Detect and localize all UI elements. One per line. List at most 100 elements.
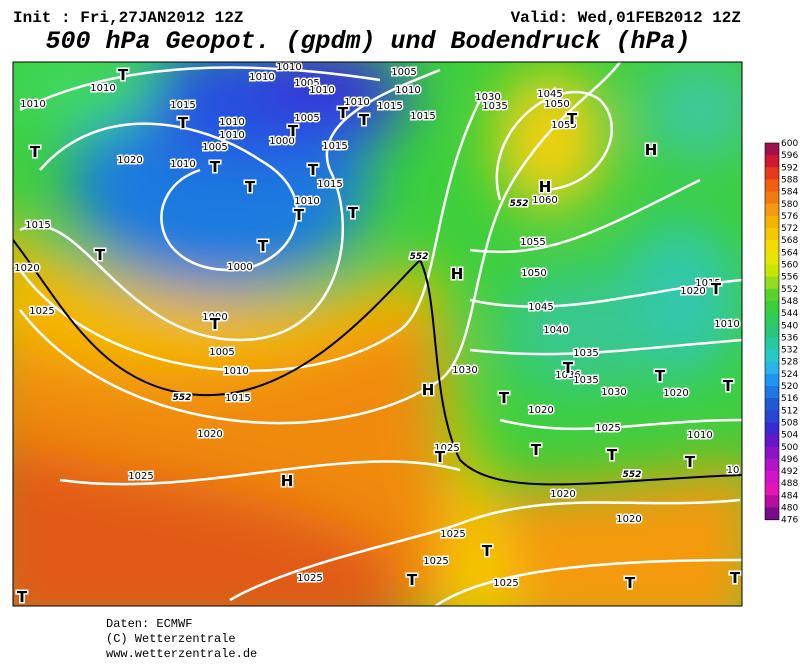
- pressure-center: T: [730, 569, 741, 587]
- colorbar-tick-label: 488: [781, 479, 798, 489]
- pressure-center: T: [178, 114, 189, 132]
- isobar-label: 1010: [219, 130, 244, 141]
- pressure-center: T: [17, 588, 28, 606]
- colorbar-tick-label: 572: [781, 224, 798, 234]
- pressure-center: T: [655, 367, 666, 385]
- colorbar-tick-label: 592: [781, 163, 798, 173]
- isobar-label: 1010: [90, 83, 115, 94]
- isobar-label: 1015: [695, 278, 720, 289]
- isobar-label: 1005: [391, 67, 416, 78]
- footer-copyright: (C) Wetterzentrale: [106, 632, 236, 646]
- colorbar-segment: [765, 288, 779, 302]
- isobar-label: 1005: [294, 78, 319, 89]
- isobar-label: 1015: [25, 220, 50, 231]
- isobar-label: 1025: [440, 529, 465, 540]
- colorbar-segment: [765, 386, 779, 399]
- isobar-label: 1010: [714, 319, 739, 330]
- isobar-label: 1020: [616, 514, 641, 525]
- isobar-label: 1045: [537, 89, 562, 100]
- colorbar-segment: [765, 167, 779, 180]
- isobar-label: 1055: [551, 120, 576, 131]
- isobar-label: 1045: [528, 302, 553, 313]
- isobar-label: 1025: [423, 556, 448, 567]
- colorbar-segment: [765, 361, 779, 375]
- isobar-label: 1010: [249, 72, 274, 83]
- colorbar-tick-label: 508: [781, 418, 798, 428]
- colorbar-tick-label: 504: [781, 431, 798, 441]
- colorbar-segment: [765, 191, 779, 205]
- isobar-label: 1055: [520, 237, 545, 248]
- isobar-label: 1015: [322, 141, 347, 152]
- pressure-center: H: [422, 381, 435, 399]
- colorbar-segment: [765, 179, 779, 193]
- isobar-label: 1020: [14, 263, 39, 274]
- colorbar-tick-label: 540: [781, 321, 798, 331]
- isobar-label: 1025: [493, 578, 518, 589]
- colorbar-tick-label: 556: [781, 273, 798, 283]
- isobar-label: 1020: [528, 405, 553, 416]
- colorbar-segment: [765, 434, 779, 448]
- colorbar-tick-label: 524: [781, 370, 798, 380]
- colorbar-segment: [765, 240, 779, 253]
- colorbar-tick-label: 576: [781, 212, 798, 222]
- isobar-label: 1010: [687, 430, 712, 441]
- colorbar-tick-label: 496: [781, 455, 798, 465]
- isobars: [18, 62, 742, 606]
- isobar-label: 1015: [225, 393, 250, 404]
- isobar-label: 1005: [209, 347, 234, 358]
- pressure-center: T: [435, 448, 446, 466]
- colorbar-segment: [765, 507, 779, 521]
- colorbar-segment: [765, 495, 779, 508]
- isobar-label: 1010: [309, 85, 334, 96]
- colorbar-segment: [765, 337, 779, 351]
- colorbar-tick-label: 528: [781, 358, 798, 368]
- colorbar-tick-label: 492: [781, 467, 798, 477]
- colorbar-tick-label: 580: [781, 200, 798, 210]
- colorbar-tick-label: 548: [781, 297, 798, 307]
- colorbar-segment: [765, 203, 779, 217]
- isobar-label: 1005: [294, 113, 319, 124]
- isobar-label: 1020: [663, 388, 688, 399]
- isobar-label: 1035: [573, 375, 598, 386]
- colorbar-tick-label: 512: [781, 406, 798, 416]
- colorbar-tick-label: 560: [781, 261, 798, 271]
- colorbar-segment: [765, 276, 779, 290]
- pressure-center: T: [118, 66, 129, 84]
- colorbar-segment: [765, 373, 779, 387]
- colorbar-tick-label: 480: [781, 504, 798, 514]
- colorbar-segment: [765, 300, 779, 314]
- colorbar-tick-label: 588: [781, 175, 798, 185]
- colorbar-tick-label: 516: [781, 394, 798, 404]
- colorbar-frame: [764, 142, 780, 520]
- isobar-label: 10: [727, 465, 740, 476]
- map-title: 500 hPa Geopot. (gpdm) und Bodendruck (h…: [45, 27, 690, 56]
- isobar-label: 1010: [219, 117, 244, 128]
- isobar-label: 1015: [317, 179, 342, 190]
- colorbar-segment: [765, 422, 779, 436]
- pressure-center: T: [95, 246, 106, 264]
- isobar-label: 1010: [170, 159, 195, 170]
- contour-label: 552: [173, 393, 192, 403]
- pressure-center: T: [711, 280, 722, 298]
- colorbar-segment: [765, 313, 779, 326]
- pressure-center: T: [338, 104, 349, 122]
- colorbar: 600 596 592 588 584 580 576 572 568 564 560 556 552 5…: [764, 139, 798, 526]
- pressure-center: H: [539, 178, 552, 196]
- isobar-label: 1015: [170, 100, 195, 111]
- colorbar-segment: [765, 471, 779, 484]
- contour-label: 552: [623, 470, 642, 480]
- colorbar-segment: [765, 264, 779, 278]
- pressure-center: T: [288, 122, 299, 140]
- isobar-label: 1040: [543, 325, 568, 336]
- pressure-center: T: [30, 143, 41, 161]
- isobar-label: 1050: [544, 99, 569, 110]
- colorbar-segment: [765, 325, 779, 338]
- isobar-label: 1000: [227, 262, 252, 273]
- isobar-label: 1036: [555, 370, 580, 381]
- isobar-label: 1060: [532, 195, 557, 206]
- pressure-center: T: [685, 453, 696, 471]
- colorbar-segment: [765, 349, 779, 363]
- isobar-label: 1025: [29, 306, 54, 317]
